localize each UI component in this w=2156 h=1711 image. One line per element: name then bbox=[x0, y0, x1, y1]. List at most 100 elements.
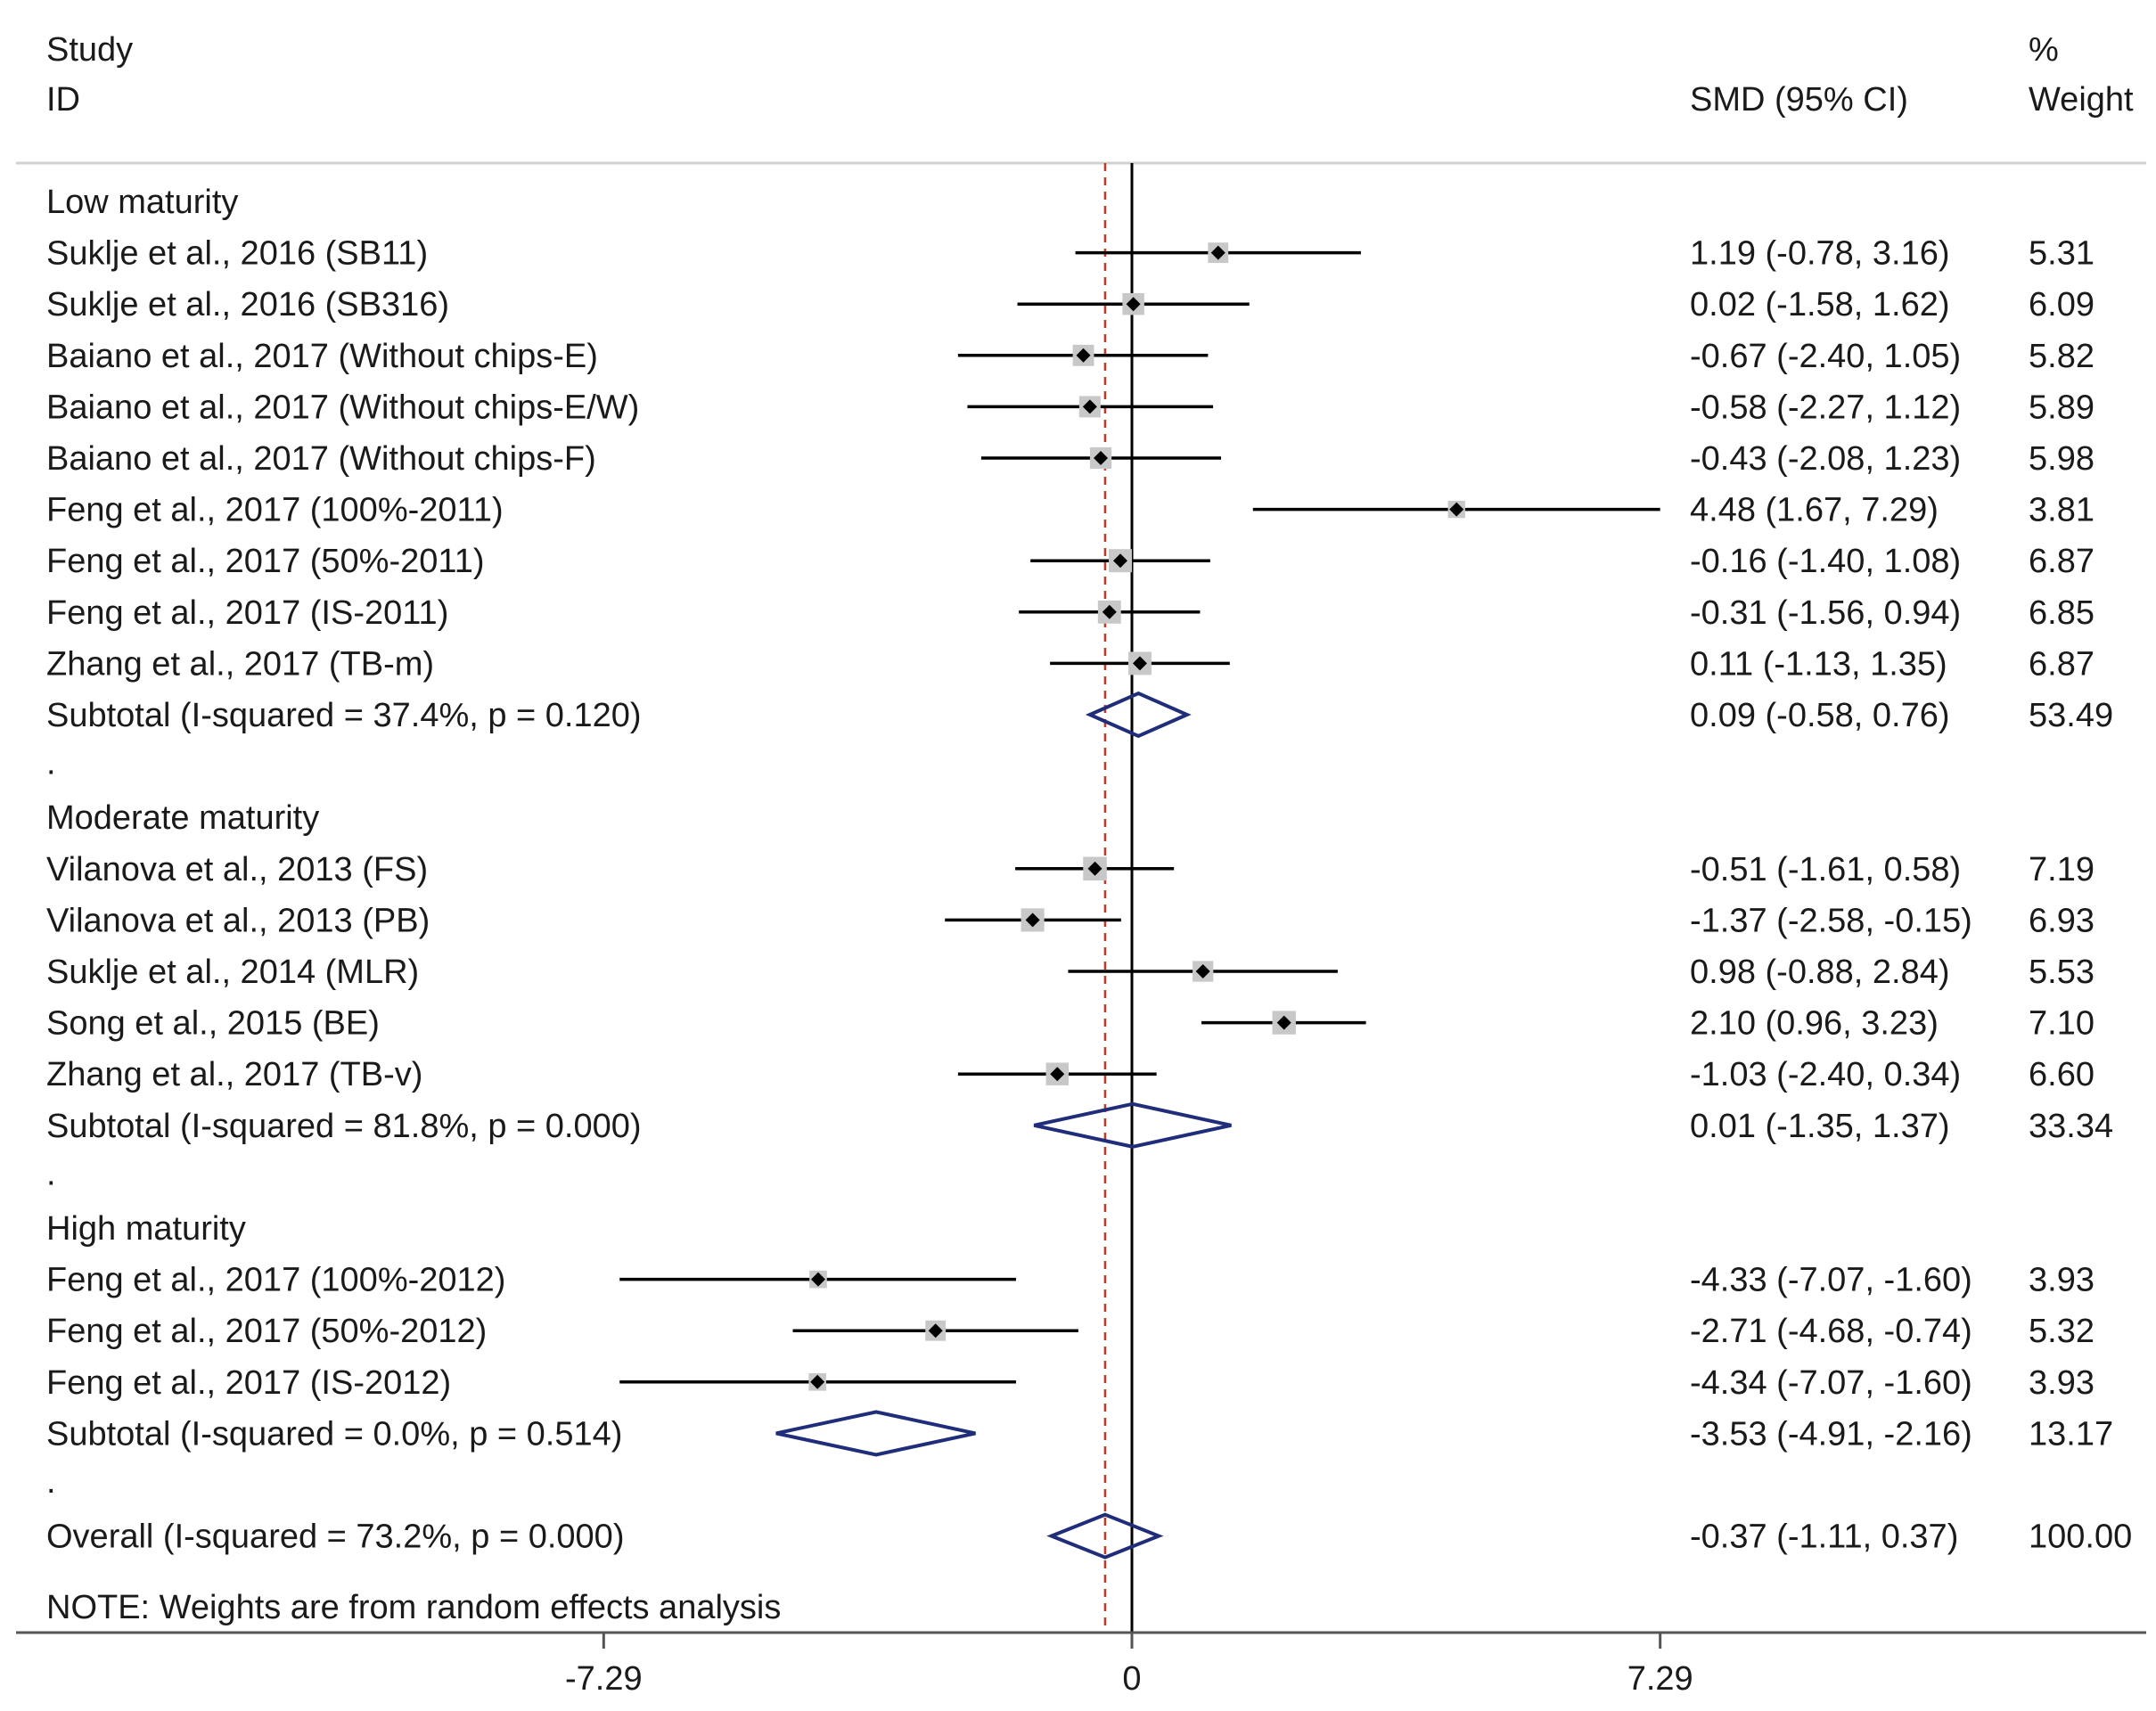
study-label: Suklje et al., 2016 (SB316) bbox=[46, 286, 449, 323]
point-estimate bbox=[1449, 502, 1464, 517]
ci-text: -4.34 (-7.07, -1.60) bbox=[1690, 1364, 1972, 1402]
weight-text: 13.17 bbox=[2029, 1415, 2113, 1453]
weight-text: 6.93 bbox=[2029, 902, 2095, 939]
header-study: Study bbox=[46, 31, 133, 69]
point-estimate bbox=[1102, 604, 1117, 619]
study-label: Feng et al., 2017 (100%-2011) bbox=[46, 492, 504, 529]
overall-diamond bbox=[1046, 1512, 1164, 1560]
point-estimate bbox=[1087, 861, 1103, 876]
point-estimate bbox=[1076, 348, 1091, 363]
row-study: Zhang et al., 2017 (TB-v) -1.03 (-2.40, 0… bbox=[46, 1056, 2095, 1093]
row-spacer: . bbox=[46, 745, 56, 782]
tick-label: -7.29 bbox=[565, 1660, 643, 1698]
ci-text: -1.37 (-2.58, -0.15) bbox=[1690, 902, 1972, 939]
subtotal-diamond bbox=[775, 1410, 976, 1457]
row-study: Vilanova et al., 2013 (PB) -1.37 (-2.58, … bbox=[46, 902, 2095, 939]
tick-label: 7.29 bbox=[1627, 1660, 1693, 1698]
row-subtotal: Subtotal (I-squared = 0.0%, p = 0.514) -3… bbox=[46, 1410, 2113, 1457]
weight-text: 6.87 bbox=[2029, 645, 2095, 683]
study-label: Baiano et al., 2017 (Without chips-F) bbox=[46, 440, 596, 478]
weight-text: 5.98 bbox=[2029, 440, 2095, 478]
spacer-dot: . bbox=[46, 1463, 56, 1501]
ci-text: -0.67 (-2.40, 1.05) bbox=[1690, 338, 1961, 375]
study-label: Baiano et al., 2017 (Without chips-E/W) bbox=[46, 389, 639, 426]
weight-text: 5.89 bbox=[2029, 389, 2095, 426]
study-label: Song et al., 2015 (BE) bbox=[46, 1005, 380, 1043]
study-label: Subtotal (I-squared = 37.4%, p = 0.120) bbox=[46, 697, 642, 734]
reference-lines bbox=[1103, 163, 1134, 1633]
study-label: Suklje et al., 2016 (SB11) bbox=[46, 235, 428, 273]
header-id: ID bbox=[46, 81, 80, 119]
x-axis: -7.29 0 7.29 bbox=[16, 1631, 2146, 1698]
point-estimate bbox=[810, 1272, 825, 1287]
point-estimate bbox=[1082, 399, 1097, 414]
row-study: Suklje et al., 2016 (SB11) 1.19 (-0.78, 3… bbox=[46, 235, 2095, 273]
row-study: Feng et al., 2017 (IS-2012) -4.34 (-7.07,… bbox=[46, 1364, 2095, 1402]
weight-text: 7.19 bbox=[2029, 851, 2095, 888]
row-study: Suklje et al., 2014 (MLR) 0.98 (-0.88, 2.… bbox=[46, 954, 2095, 991]
subtotal-diamond bbox=[1085, 691, 1192, 739]
study-label: Feng et al., 2017 (50%-2011) bbox=[46, 543, 485, 580]
ci-text: 0.01 (-1.35, 1.37) bbox=[1690, 1108, 1950, 1145]
row-study: Feng et al., 2017 (IS-2011) -0.31 (-1.56,… bbox=[46, 594, 2095, 632]
study-label: Zhang et al., 2017 (TB-v) bbox=[46, 1056, 422, 1093]
row-study: Baiano et al., 2017 (Without chips-E) -0.… bbox=[46, 338, 2095, 375]
row-study: Suklje et al., 2016 (SB316) 0.02 (-1.58, … bbox=[46, 286, 2095, 323]
weight-text: 100.00 bbox=[2029, 1519, 2132, 1556]
weight-text: 53.49 bbox=[2029, 697, 2113, 734]
row-group: High maturity bbox=[46, 1210, 246, 1248]
ci-text: -3.53 (-4.91, -2.16) bbox=[1690, 1415, 1972, 1453]
ci-text: -0.37 (-1.11, 0.37) bbox=[1690, 1519, 1958, 1556]
study-label: Overall (I-squared = 73.2%, p = 0.000) bbox=[46, 1519, 624, 1556]
subtotal-diamond bbox=[1033, 1101, 1232, 1149]
header: Study ID SMD (95% CI) % Weight bbox=[46, 31, 2134, 119]
row-study: Baiano et al., 2017 (Without chips-E/W) -… bbox=[46, 389, 2095, 426]
weight-text: 3.93 bbox=[2029, 1262, 2095, 1299]
weight-text: 33.34 bbox=[2029, 1108, 2113, 1145]
row-spacer: . bbox=[46, 1463, 56, 1501]
group-label: Low maturity bbox=[46, 184, 238, 221]
point-estimate bbox=[928, 1323, 943, 1339]
weight-text: 6.85 bbox=[2029, 594, 2095, 632]
study-label: Baiano et al., 2017 (Without chips-E) bbox=[46, 338, 598, 375]
tick-label: 0 bbox=[1122, 1660, 1141, 1698]
ci-text: -2.71 (-4.68, -0.74) bbox=[1690, 1313, 1972, 1350]
point-estimate bbox=[1112, 553, 1127, 569]
rows: Low maturity Suklje et al., 2016 (SB11) 1.… bbox=[46, 184, 2132, 1560]
weight-text: 6.09 bbox=[2029, 286, 2095, 323]
ci-text: 0.98 (-0.88, 2.84) bbox=[1690, 954, 1950, 991]
point-estimate bbox=[1025, 913, 1040, 928]
ci-text: 0.11 (-1.13, 1.35) bbox=[1690, 645, 1947, 683]
header-smd: SMD (95% CI) bbox=[1690, 81, 1908, 119]
study-label: Vilanova et al., 2013 (PB) bbox=[46, 902, 430, 939]
row-study: Feng et al., 2017 (50%-2012) -2.71 (-4.68… bbox=[46, 1313, 2095, 1350]
weight-text: 3.81 bbox=[2029, 492, 2095, 529]
row-subtotal: Subtotal (I-squared = 37.4%, p = 0.120) 0… bbox=[46, 691, 2113, 739]
row-study: Zhang et al., 2017 (TB-m) 0.11 (-1.13, 1.… bbox=[46, 645, 2095, 683]
row-study: Song et al., 2015 (BE) 2.10 (0.96, 3.23) 7… bbox=[46, 1005, 2095, 1043]
row-study: Vilanova et al., 2013 (FS) -0.51 (-1.61, … bbox=[46, 851, 2095, 888]
row-overall: Overall (I-squared = 73.2%, p = 0.000) -0… bbox=[46, 1512, 2132, 1560]
header-weight-percent: % bbox=[2029, 31, 2059, 69]
row-group: Moderate maturity bbox=[46, 799, 319, 837]
study-label: Subtotal (I-squared = 81.8%, p = 0.000) bbox=[46, 1108, 642, 1145]
study-label: Feng et al., 2017 (100%-2012) bbox=[46, 1262, 505, 1299]
weight-text: 5.31 bbox=[2029, 235, 2095, 273]
weight-text: 5.82 bbox=[2029, 338, 2095, 375]
ci-text: -0.51 (-1.61, 0.58) bbox=[1690, 851, 1961, 888]
row-study: Feng et al., 2017 (100%-2011) 4.48 (1.67,… bbox=[46, 492, 2095, 529]
header-weight: Weight bbox=[2029, 81, 2134, 119]
point-estimate bbox=[1094, 451, 1109, 465]
study-label: Vilanova et al., 2013 (FS) bbox=[46, 851, 428, 888]
ci-text: 4.48 (1.67, 7.29) bbox=[1690, 492, 1939, 529]
point-estimate bbox=[1050, 1067, 1065, 1082]
ci-text: 0.09 (-0.58, 0.76) bbox=[1690, 697, 1950, 734]
study-label: Feng et al., 2017 (50%-2012) bbox=[46, 1313, 487, 1350]
study-label: Feng et al., 2017 (IS-2012) bbox=[46, 1364, 451, 1402]
row-study: Feng et al., 2017 (50%-2011) -0.16 (-1.40… bbox=[46, 543, 2095, 580]
ci-text: 1.19 (-0.78, 3.16) bbox=[1690, 235, 1950, 273]
ci-text: -0.58 (-2.27, 1.12) bbox=[1690, 389, 1961, 426]
point-estimate bbox=[1276, 1015, 1291, 1030]
weight-text: 5.32 bbox=[2029, 1313, 2095, 1350]
